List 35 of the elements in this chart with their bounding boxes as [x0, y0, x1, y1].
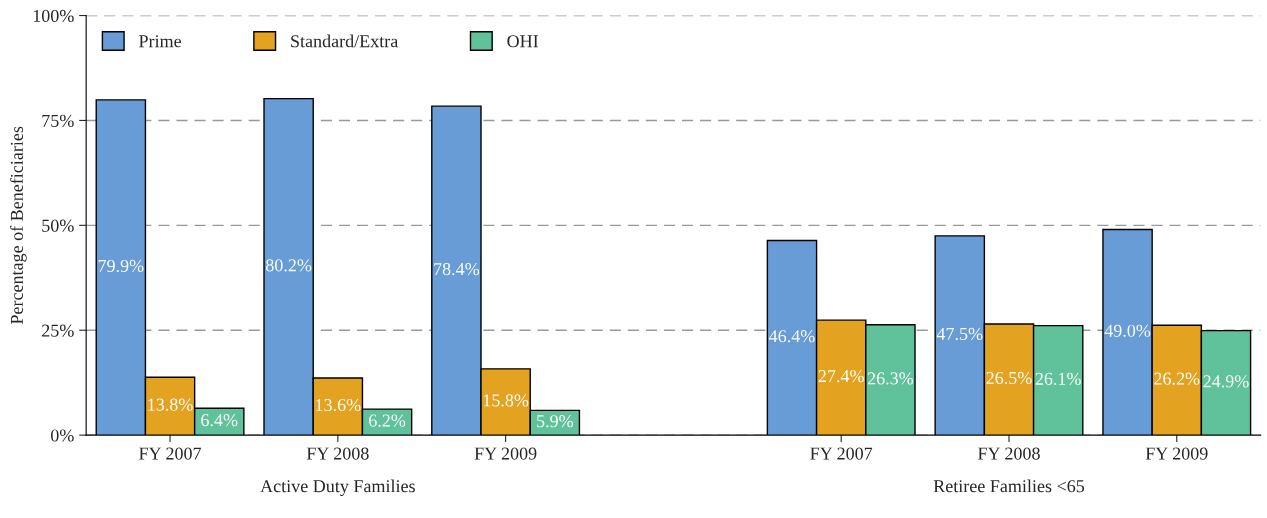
x-tick-label: FY 2007	[139, 447, 202, 460]
x-tick-label: FY 2008	[306, 447, 369, 460]
text: Active Duty Families	[260, 479, 415, 496]
data-label: 79.9%	[98, 259, 144, 273]
data-label: 78.4%	[434, 262, 480, 276]
legend-label: Prime	[139, 35, 182, 48]
data-label: 5.9%	[537, 415, 574, 428]
data-label: 6.4%	[201, 414, 238, 427]
data-label: 47.5%	[936, 327, 983, 341]
data-label: 26.5%	[986, 371, 1032, 385]
data-label: 15.8%	[483, 394, 529, 407]
y-tick-label: 75%	[42, 114, 74, 127]
x-tick-label: FY 2007	[810, 447, 873, 460]
x-tick-label: FY 2008	[977, 447, 1040, 460]
data-label: 13.6%	[316, 398, 361, 412]
data-label: 6.2%	[369, 414, 406, 427]
data-label: 80.2%	[265, 259, 312, 272]
y-tick-label: 25%	[42, 324, 74, 337]
legend-label: Standard/Extra	[291, 34, 399, 48]
data-label: 26.3%	[867, 372, 914, 385]
data-label: 27.4%	[818, 369, 864, 383]
data-label: 24.9%	[1203, 375, 1249, 388]
x-tick-label: FY 2009	[474, 447, 537, 460]
data-label: 13.8%	[148, 398, 193, 411]
data-label: 49.0%	[1104, 324, 1151, 337]
y-axis-title: Percentage of Beneficiaries	[10, 126, 27, 325]
y-tick-label: 100%	[33, 9, 74, 23]
legend-label: OHI	[507, 35, 539, 48]
y-tick-label: 50%	[42, 219, 74, 232]
text: Retiree Families <65	[933, 479, 1085, 493]
data-label: 26.1%	[1035, 372, 1081, 385]
data-label: 46.4%	[769, 330, 815, 343]
data-label: 26.2%	[1154, 372, 1200, 385]
x-tick-label: FY 2009	[1145, 447, 1208, 460]
y-tick-label: 0%	[50, 429, 74, 442]
